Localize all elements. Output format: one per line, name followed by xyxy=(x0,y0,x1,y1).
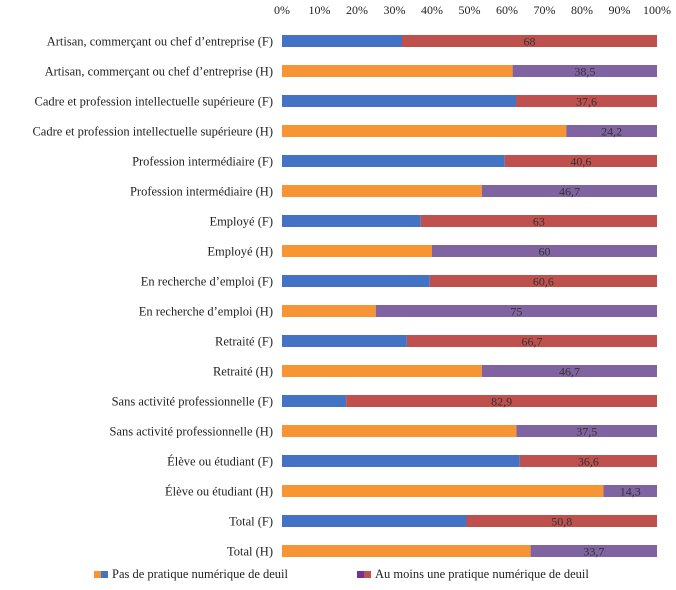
x-tick-label: 50% xyxy=(459,3,481,17)
data-label: 50,8 xyxy=(551,515,572,529)
data-label: 37,6 xyxy=(576,95,597,109)
data-label: 60,6 xyxy=(533,275,554,289)
category-label: Retraité (F) xyxy=(215,335,273,349)
bars xyxy=(282,35,657,557)
legend-swatch-orange xyxy=(94,571,101,578)
category-label: Retraité (H) xyxy=(213,365,273,379)
bar-segment-practice xyxy=(519,455,657,467)
data-label: 68 xyxy=(524,35,536,49)
legend-label-no-practice: Pas de pratique numérique de deuil xyxy=(112,567,288,581)
bar-segment-practice xyxy=(420,215,657,227)
bar-segment-practice xyxy=(346,395,657,407)
bar-segment-no-practice xyxy=(282,35,402,47)
bar-segment-no-practice xyxy=(282,395,347,407)
bar-segment-practice xyxy=(429,275,657,287)
legend-item-no-practice: Pas de pratique numérique de deuil xyxy=(94,567,288,582)
data-label: 40,6 xyxy=(570,155,591,169)
category-label: Employé (F) xyxy=(209,215,273,229)
legend-swatch-blue xyxy=(101,571,108,578)
x-axis: 0% 10% 20% 30% 40% 50% 60% 70% 80% 90% 100% xyxy=(274,3,671,17)
x-tick-label: 80% xyxy=(571,3,593,17)
bar-segment-no-practice xyxy=(282,245,432,257)
data-label: 46,7 xyxy=(559,185,580,199)
x-tick-label: 30% xyxy=(384,3,406,17)
bar-segment-practice xyxy=(512,65,657,77)
data-label: 82,9 xyxy=(491,395,512,409)
bar-segment-no-practice xyxy=(282,335,407,347)
bar-segment-practice xyxy=(481,365,657,377)
category-label: Artisan, commerçant ou chef d’entreprise… xyxy=(47,35,273,49)
legend-swatch-purple xyxy=(357,571,364,578)
bar-segment-practice xyxy=(406,335,657,347)
data-labels: 68 38,5 37,6 24,2 40,6 46,7 63 60 60,6 75 66,7 46,7… xyxy=(491,35,641,559)
category-label: En recherche d’emploi (H) xyxy=(139,305,273,319)
legend: Pas de pratique numérique de deuil Au mo… xyxy=(0,565,676,587)
x-tick-label: 20% xyxy=(346,3,368,17)
data-label: 14,3 xyxy=(620,485,641,499)
bar-segment-no-practice xyxy=(282,515,467,527)
bar-segment-no-practice xyxy=(282,155,505,167)
category-label: Total (F) xyxy=(229,515,273,529)
category-label: Cadre et profession intellectuelle supér… xyxy=(32,125,273,139)
data-label: 38,5 xyxy=(574,65,595,79)
data-label: 63 xyxy=(533,215,545,229)
category-label: En recherche d’emploi (F) xyxy=(141,275,273,289)
bar-segment-practice xyxy=(530,545,657,557)
bar-segment-no-practice xyxy=(282,455,520,467)
category-label: Élève ou étudiant (H) xyxy=(165,485,273,499)
legend-swatch-red xyxy=(364,571,371,578)
bar-segment-no-practice xyxy=(282,185,482,197)
bar-segment-no-practice xyxy=(282,215,421,227)
bar-segment-no-practice xyxy=(282,305,376,317)
category-label: Cadre et profession intellectuelle supér… xyxy=(35,95,273,109)
data-label: 24,2 xyxy=(601,125,622,139)
bar-segment-practice xyxy=(432,245,657,257)
bar-segment-no-practice xyxy=(282,275,430,287)
category-label: Employé (H) xyxy=(207,245,273,259)
bar-segment-no-practice xyxy=(282,365,482,377)
legend-label-practice: Au moins une pratique numérique de deuil xyxy=(375,567,589,581)
bar-segment-practice xyxy=(566,125,657,137)
category-label: Profession intermédiaire (H) xyxy=(130,185,273,199)
x-tick-label: 60% xyxy=(496,3,518,17)
x-tick-label: 70% xyxy=(534,3,556,17)
data-label: 37,5 xyxy=(576,425,597,439)
data-label: 33,7 xyxy=(583,545,604,559)
bar-segment-no-practice xyxy=(282,485,604,497)
x-tick-label: 0% xyxy=(274,3,290,17)
data-label: 46,7 xyxy=(559,365,580,379)
category-label: Total (H) xyxy=(227,545,273,559)
category-label: Profession intermédiaire (F) xyxy=(132,155,273,169)
x-tick-label: 90% xyxy=(609,3,631,17)
bar-segment-practice xyxy=(516,95,657,107)
data-label: 75 xyxy=(510,305,522,319)
data-label: 60 xyxy=(539,245,551,259)
data-label: 66,7 xyxy=(521,335,542,349)
bar-segment-no-practice xyxy=(282,425,517,437)
bar-segment-practice xyxy=(603,485,657,497)
x-tick-label: 100% xyxy=(643,3,671,17)
x-tick-label: 40% xyxy=(421,3,443,17)
bar-segment-practice xyxy=(466,515,657,527)
x-tick-label: 10% xyxy=(309,3,331,17)
legend-item-practice: Au moins une pratique numérique de deuil xyxy=(357,567,589,582)
bar-segment-no-practice xyxy=(282,545,531,557)
category-label: Élève ou étudiant (F) xyxy=(167,455,273,469)
data-label: 36,6 xyxy=(578,455,599,469)
bar-segment-practice xyxy=(375,305,657,317)
bar-segment-no-practice xyxy=(282,65,513,77)
bar-segment-no-practice xyxy=(282,95,516,107)
bar-segment-practice xyxy=(402,35,657,47)
bar-segment-practice xyxy=(481,185,657,197)
category-labels: Artisan, commerçant ou chef d’entreprise… xyxy=(32,35,273,559)
bar-segment-practice xyxy=(504,155,657,167)
bar-segment-practice xyxy=(516,425,657,437)
category-label: Artisan, commerçant ou chef d’entreprise… xyxy=(45,65,273,79)
category-label: Sans activité professionnelle (F) xyxy=(112,395,273,409)
bar-segment-no-practice xyxy=(282,125,567,137)
category-label: Sans activité professionnelle (H) xyxy=(110,425,274,439)
